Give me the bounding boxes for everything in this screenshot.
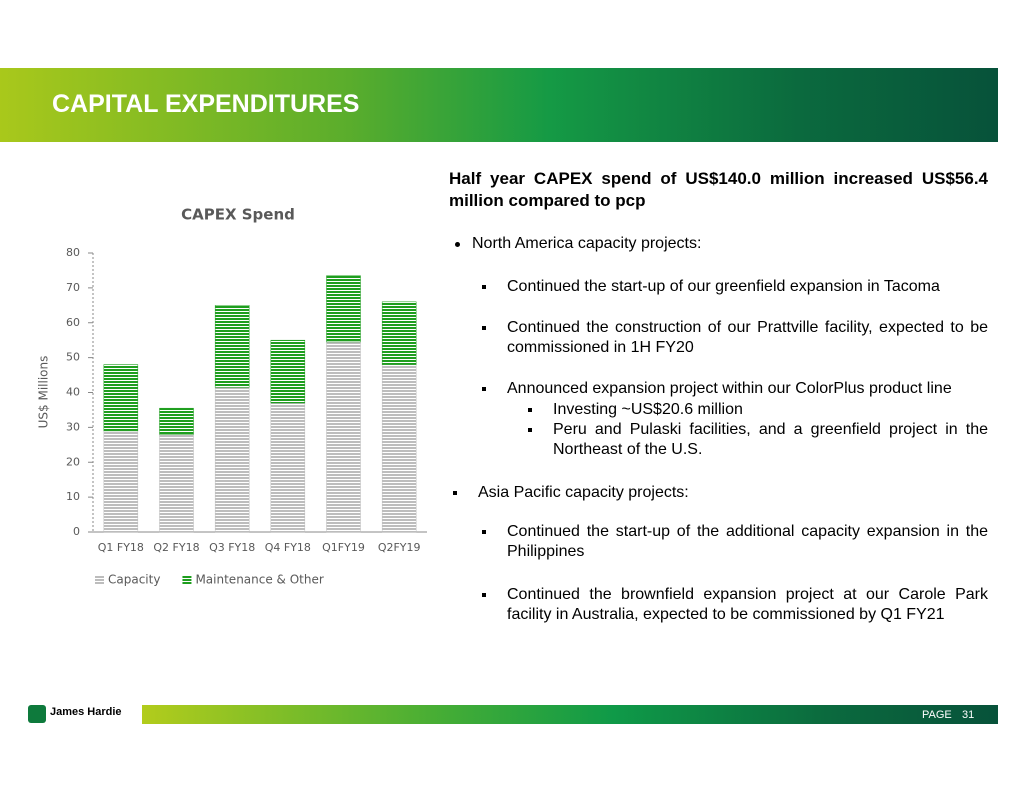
y-axis-label: US$ Millions [37, 356, 51, 429]
bullet-item: Continued the brownfield expansion proje… [482, 586, 988, 623]
legend-label: Maintenance & Other [195, 573, 323, 587]
bar-segment [214, 387, 250, 533]
bar-segment [159, 407, 194, 435]
bullet-item: Asia Pacific capacity projects: [453, 483, 988, 503]
x-tick-label: Q4 FY18 [265, 541, 311, 554]
legend-swatch [182, 576, 192, 584]
bullet-item: Continued the construction of our Prattv… [482, 319, 988, 356]
legend-label: Capacity [108, 573, 160, 587]
bullet-item: North America capacity projects: [455, 234, 988, 254]
y-tick-label: 20 [66, 455, 80, 468]
bullet-item: Peru and Pulaski facilities, and a green… [528, 421, 988, 458]
bar-segment [270, 402, 306, 533]
chart-title: CAPEX Spend [181, 206, 295, 224]
bar-segment [103, 430, 139, 533]
x-tick-label: Q2 FY18 [153, 541, 199, 554]
x-tick-label: Q3 FY18 [209, 541, 255, 554]
bar-segment [103, 364, 139, 432]
y-tick-label: 10 [66, 490, 80, 503]
page-number: 31 [962, 709, 975, 721]
header-band [0, 68, 998, 142]
bullet-item: Continued the start-up of the additional… [482, 523, 988, 560]
brand: James Hardie [50, 706, 122, 718]
bar-segment [326, 341, 361, 533]
legend-swatch [95, 576, 104, 584]
x-tick-label: Q1 FY18 [98, 541, 144, 554]
bar-segment [381, 301, 417, 365]
y-tick-label: 60 [66, 316, 80, 329]
bar-segment [326, 275, 361, 343]
page-label: PAGE [922, 709, 952, 721]
y-tick-label: 50 [66, 351, 80, 364]
logo [28, 705, 46, 723]
bar-segment [214, 305, 250, 388]
bullet-item: Announced expansion project within our C… [482, 379, 988, 399]
footer-band [142, 705, 998, 724]
y-tick-label: 0 [73, 525, 80, 538]
y-tick-label: 80 [66, 246, 80, 259]
slide-title: CAPITAL EXPENDITURES [52, 90, 360, 118]
bullet-item: Investing ~US$20.6 million [528, 400, 988, 420]
bar-segment [270, 339, 306, 404]
y-tick-label: 30 [66, 420, 80, 433]
y-tick-label: 70 [66, 281, 80, 294]
bar-segment [381, 364, 417, 533]
x-tick-label: Q2FY19 [378, 541, 421, 554]
bar-segment [159, 434, 194, 533]
x-tick-label: Q1FY19 [322, 541, 365, 554]
body-heading: Half year CAPEX spend of US$140.0 millio… [449, 169, 988, 210]
bullet-item: Continued the start-up of our greenfield… [482, 277, 988, 297]
y-tick-label: 40 [66, 386, 80, 399]
